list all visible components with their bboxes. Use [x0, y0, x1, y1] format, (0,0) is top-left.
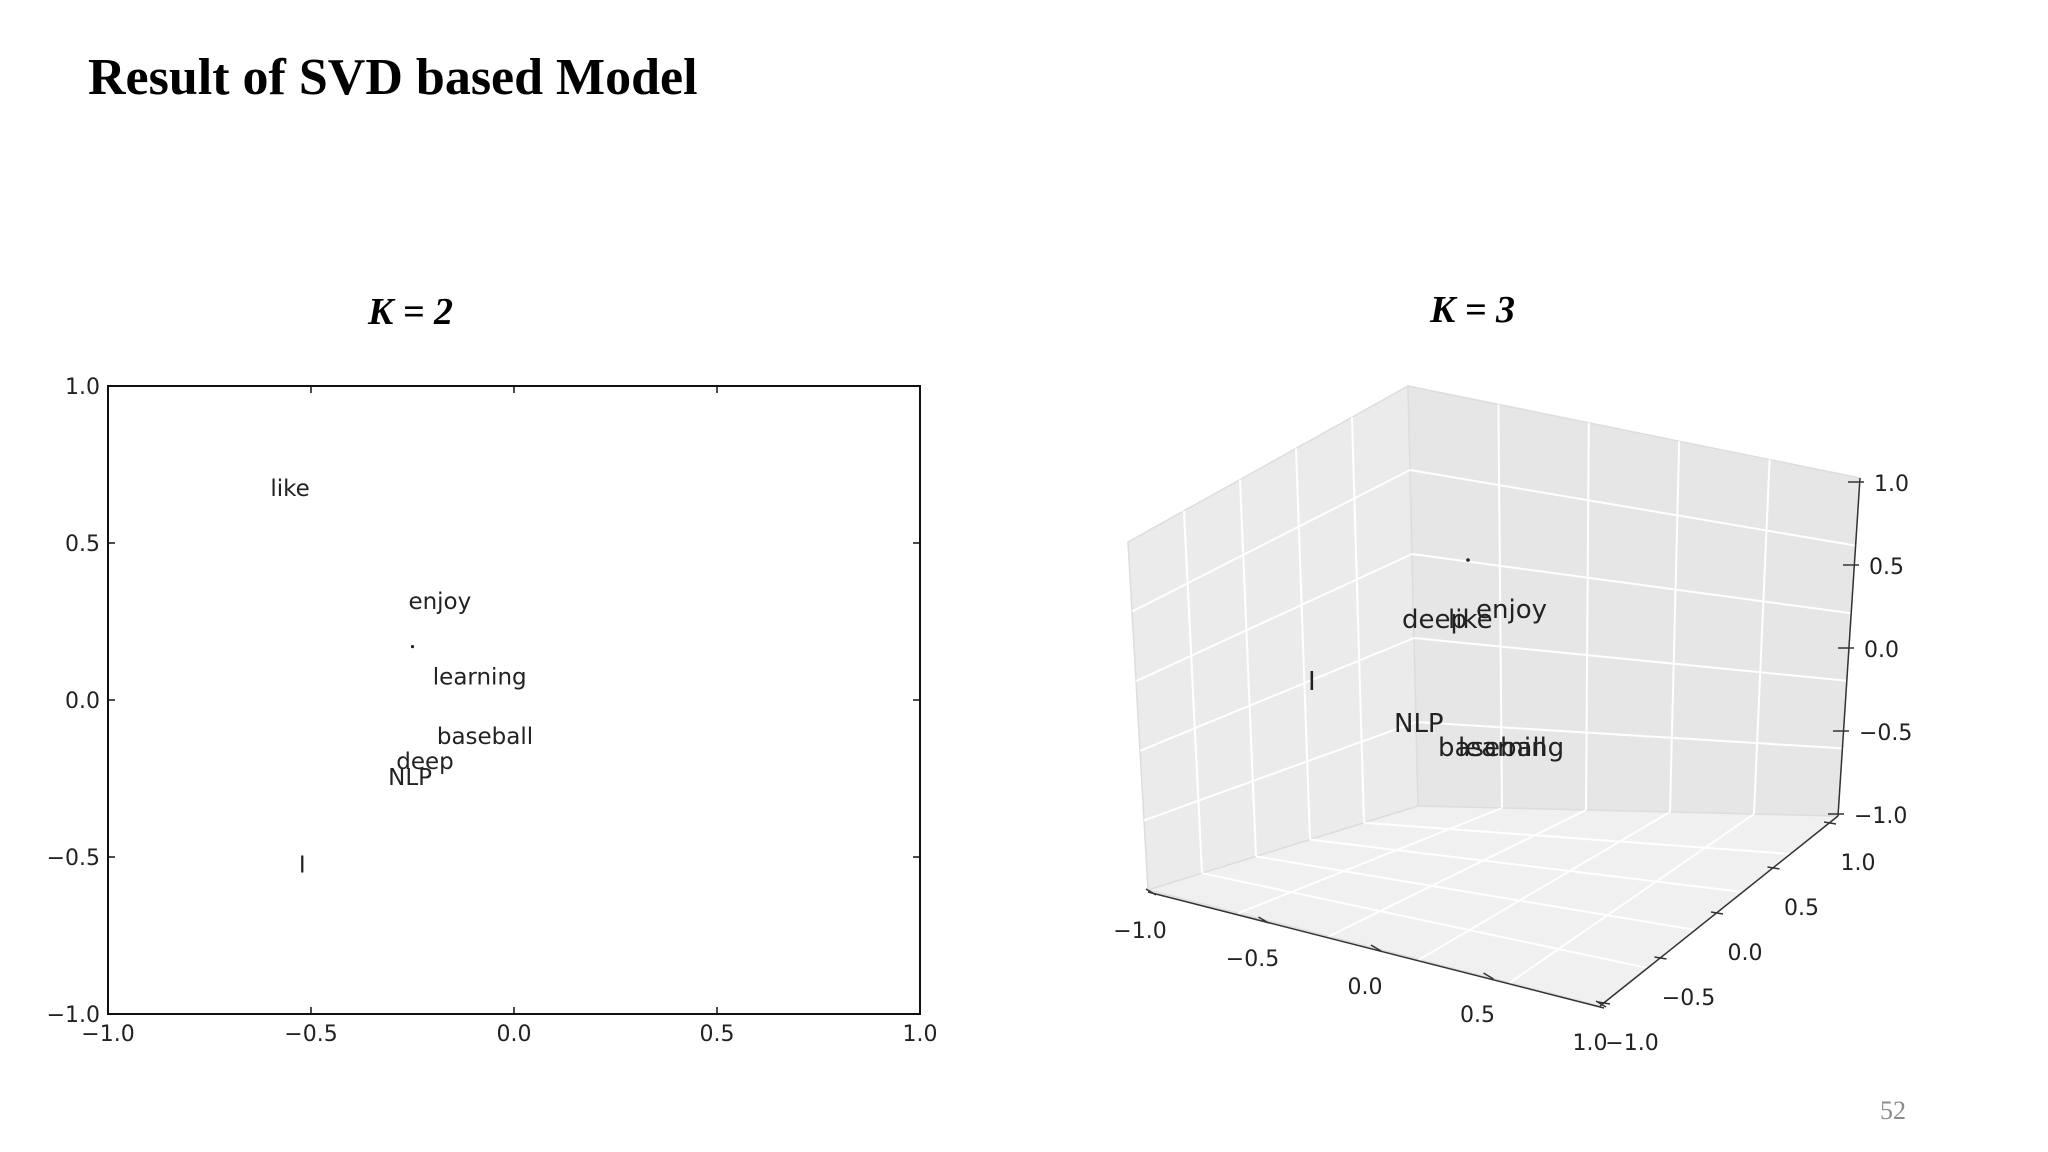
k2-point-label: baseball — [437, 724, 533, 750]
k3-ztick-label: −0.5 — [1859, 721, 1912, 746]
k3-grid-line — [1509, 813, 1755, 984]
k2-point-label: enjoy — [408, 589, 471, 615]
k3-grid-line — [1351, 417, 1365, 823]
k3-point-label: baseball — [1438, 733, 1547, 763]
k2-point-label: deep — [396, 749, 454, 775]
k3-grid-line — [1415, 721, 1843, 750]
k3-grid-line — [1418, 811, 1671, 961]
k3-grid-line — [1309, 838, 1743, 893]
k3-grid-line — [1585, 422, 1590, 811]
k3-point-label: deep — [1402, 605, 1467, 635]
k3-ytick-mark — [1597, 1001, 1611, 1005]
k2-xtick-label: −1.0 — [81, 1022, 134, 1047]
k3-xtick-label: 1.0 — [1573, 1031, 1608, 1056]
k2-point-dot — [410, 645, 415, 649]
k3-xtick-mark — [1258, 916, 1269, 924]
k3-y-axis-line — [1599, 815, 1839, 1007]
k3-grid-line — [1183, 510, 1203, 874]
k3-grid-line — [1255, 855, 1696, 931]
k2-xtick-label: 0.5 — [700, 1022, 735, 1047]
k2-ytick-label: 0.5 — [65, 532, 100, 557]
k3-ztick-label: 1.0 — [1874, 472, 1909, 497]
k3-point-dot — [1466, 558, 1470, 562]
page-number: 52 — [1880, 1096, 1906, 1125]
k3-point-label: learning — [1458, 733, 1564, 763]
k3-ytick-mark — [1710, 911, 1724, 915]
k3-x-axis-line — [1147, 891, 1605, 1009]
k3-grid-line — [1497, 404, 1503, 809]
k3-grid-line — [1363, 821, 1791, 855]
k2-point-label: like — [270, 476, 309, 502]
k3-grid-line — [1295, 448, 1311, 840]
k3-grid-line — [1135, 553, 1413, 683]
slide-title: Result of SVD based Model — [88, 49, 698, 106]
k3-grid-line — [1201, 872, 1648, 969]
k2-plot-area — [107, 385, 921, 1015]
k3-grid-line — [1413, 637, 1847, 682]
k3-ytick-mark — [1767, 866, 1780, 870]
k3-xtick-label: −1.0 — [1113, 919, 1166, 944]
k3-grid-line — [1131, 469, 1411, 613]
k3-grid-line — [1139, 637, 1415, 752]
k3-xtick-mark — [1145, 888, 1157, 896]
k2-xtick-label: 1.0 — [903, 1022, 938, 1047]
k3-ytick-label: 0.0 — [1728, 941, 1763, 966]
k3-ztick-label: −1.0 — [1854, 804, 1907, 829]
k3-z-axis-line — [1837, 477, 1861, 817]
k2-ytick-label: −1.0 — [47, 1003, 100, 1028]
k3-xtick-label: 0.5 — [1460, 1003, 1495, 1028]
k3-grid-line — [1409, 469, 1856, 547]
k3-ztick-label: 0.0 — [1864, 638, 1899, 663]
k2-ytick-label: −0.5 — [47, 846, 100, 871]
k3-xtick-label: 0.0 — [1348, 975, 1383, 1000]
k3-grid-line — [1753, 459, 1771, 815]
k3-grid-line — [1411, 553, 1852, 615]
k3-ytick-label: −0.5 — [1662, 986, 1715, 1011]
k2-ytick-label: 0.0 — [65, 689, 100, 714]
k3-ztick-label: 0.5 — [1869, 555, 1904, 580]
k2-xtick-label: −0.5 — [284, 1022, 337, 1047]
k2-point-label: NLP — [388, 765, 432, 791]
k2-ytick-label: 1.0 — [65, 375, 100, 400]
k2-point-label: I — [299, 853, 306, 879]
k3-point-label: I — [1308, 667, 1316, 697]
k3-grid-line — [1238, 807, 1503, 915]
k3-grid — [1131, 404, 1856, 984]
k3-panes — [1127, 384, 1861, 1007]
chart-title-k3: K = 3 — [1430, 289, 1515, 331]
k2-point-label: learning — [433, 664, 527, 690]
k2-axes: −1.0 −0.5 0.0 0.5 1.0 −1.0 −0.5 0.0 0.5 1.0 — [47, 375, 938, 1047]
k3-ytick-mark — [1654, 956, 1667, 960]
k3-xtick-mark — [1595, 1000, 1607, 1008]
k3-ytick-label: 1.0 — [1841, 851, 1876, 876]
k3-grid-line — [1143, 721, 1417, 822]
k3-ytick-mark — [1823, 821, 1837, 825]
k3-grid-line — [1669, 441, 1681, 813]
k2-xtick-label: 0.0 — [497, 1022, 532, 1047]
k3-grid-line — [1328, 809, 1587, 938]
k3-point-label: enjoy — [1476, 595, 1547, 625]
k3-ytick-label: −1.0 — [1605, 1031, 1658, 1056]
k3-xtick-mark — [1483, 972, 1494, 980]
k3-point-label: like — [1448, 605, 1493, 635]
k3-point-label: NLP — [1394, 709, 1444, 739]
k3-xtick-mark — [1370, 944, 1382, 952]
k3-axes: −1.0−0.50.00.51.0−1.0−0.50.00.51.0−1.0−0… — [1113, 472, 1912, 1056]
k3-ytick-label: 0.5 — [1784, 896, 1819, 921]
k3-xtick-label: −0.5 — [1226, 947, 1279, 972]
chart-title-k2: K = 2 — [368, 291, 453, 333]
k3-grid-line — [1239, 479, 1257, 857]
